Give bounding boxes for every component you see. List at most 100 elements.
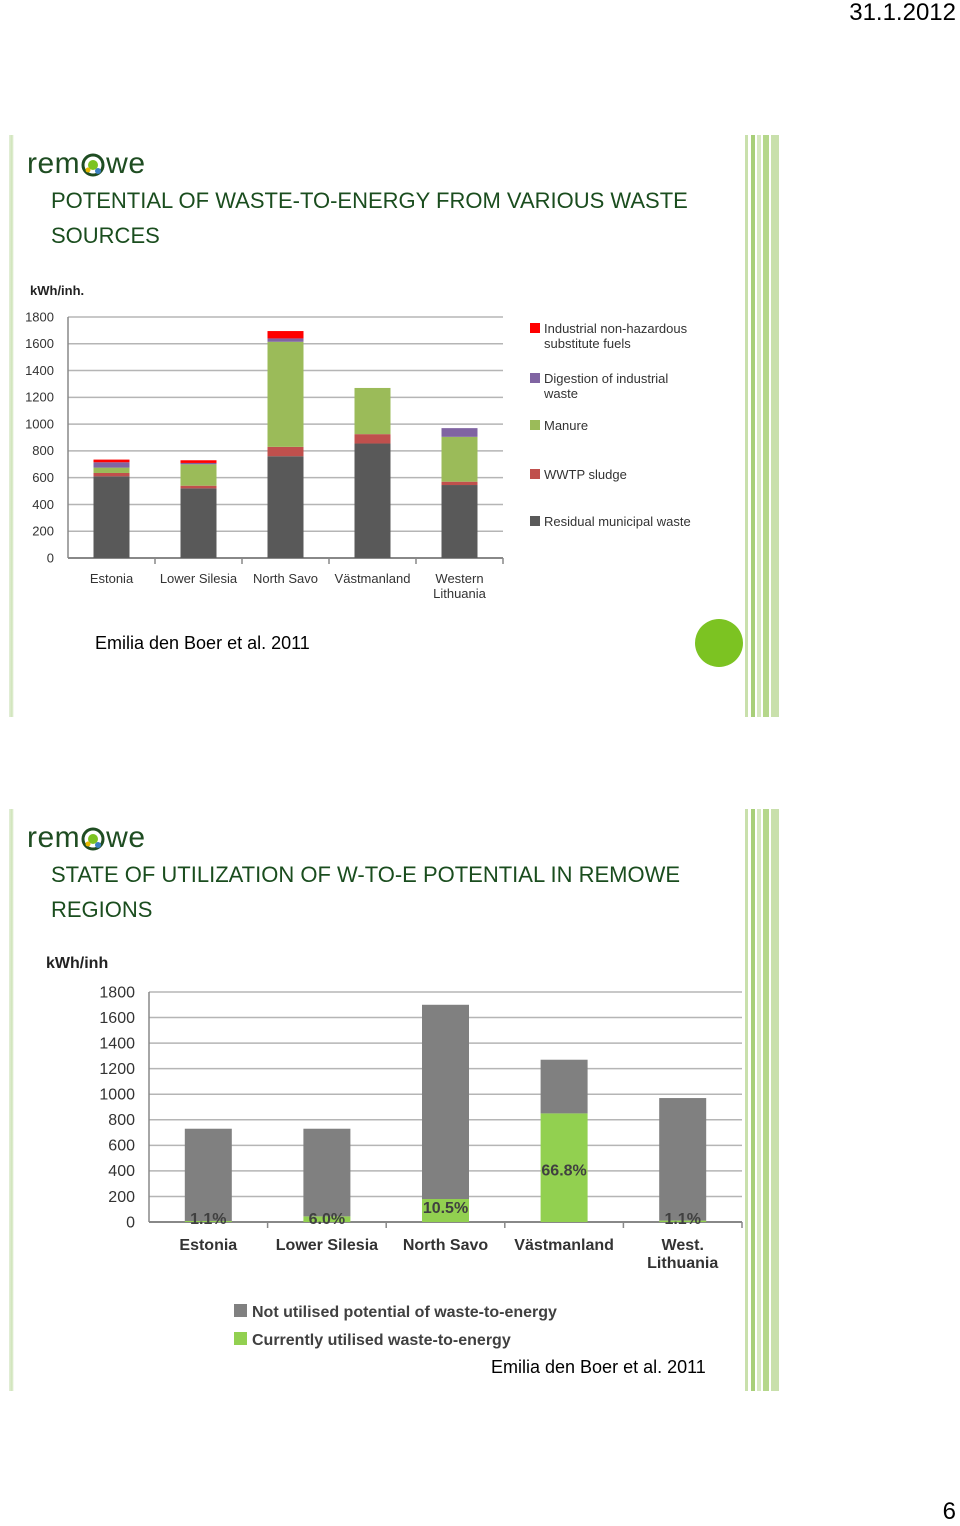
y-tick-label: 1600 [25, 336, 54, 351]
slide-1-credit: Emilia den Boer et al. 2011 [95, 633, 310, 653]
y-tick-label: 1000 [99, 1087, 135, 1104]
y-axis-label: kWh/inh [46, 955, 108, 972]
y-tick-label: 600 [32, 470, 54, 485]
y-tick-label: 1800 [25, 309, 54, 324]
remowe-logo: rem we [27, 821, 146, 854]
x-tick-label: West. Lithuania [647, 1237, 718, 1272]
bar-segment [441, 481, 478, 486]
y-tick-label: 1000 [25, 416, 54, 431]
bar-segment [659, 1220, 707, 1222]
logo-globe-icon [81, 827, 105, 851]
chart-1: kWh/inh. 0 200 400 600 800 1000 1200 1400 1600 180… [25, 283, 691, 601]
y-tick-label: 1400 [25, 363, 54, 378]
bar-segment [441, 485, 478, 558]
bar-segment [184, 1220, 232, 1222]
logo-globe-icon [81, 153, 105, 177]
legend-label: Manure [544, 418, 588, 433]
bar-segment [422, 1199, 469, 1222]
data-label: 6.0% [309, 1211, 345, 1228]
bar-segment [180, 488, 217, 558]
bar-segment [441, 436, 478, 482]
data-label: 1.1% [190, 1211, 226, 1228]
x-tick-label: Västmanland [335, 571, 411, 586]
legend-swatch [234, 1332, 247, 1345]
slide-1-title: Potential of Waste-to-Energy from variou… [51, 188, 688, 248]
bar-segment [422, 1004, 469, 1199]
bar-segment [93, 467, 130, 473]
bar-segment [93, 476, 130, 558]
x-tick-label: North Savo [403, 1237, 489, 1254]
y-tick-label: 400 [32, 497, 54, 512]
slide-2-credit: Emilia den Boer et al. 2011 [491, 1357, 706, 1377]
bar-segment [267, 341, 304, 447]
x-tick-label: Estonia [179, 1237, 237, 1254]
bar-segment [180, 462, 217, 465]
bar-segment [93, 459, 130, 463]
slide-left-accent [9, 135, 14, 717]
legend-swatch [530, 469, 540, 479]
bar-segment [267, 456, 304, 558]
slide-left-accent [9, 809, 14, 1391]
bar-segment [354, 434, 391, 444]
bar-segment [93, 472, 130, 477]
bar-segment [180, 464, 217, 486]
legend-label: Residual municipal waste [544, 514, 691, 529]
slide-right-stripes [743, 809, 779, 1391]
bar-segment [184, 1128, 232, 1221]
slide-right-stripes [743, 135, 779, 717]
legend-label: Not utilised potential of waste-to-energ… [252, 1304, 557, 1321]
bar-segment [93, 462, 130, 468]
y-tick-label: 1200 [99, 1061, 135, 1078]
y-tick-label: 800 [32, 443, 54, 458]
y-tick-label: 0 [126, 1214, 135, 1231]
bar-segment [540, 1113, 588, 1222]
slide-1: rem we Potential of Waste-to-Energy from … [9, 135, 779, 717]
legend-label: Industrial non-hazardous substitute fuels [544, 321, 688, 351]
y-tick-label: 600 [108, 1138, 135, 1155]
bar-segment [267, 338, 304, 342]
bar-segment [180, 460, 217, 463]
slide-2: rem we State of utilization of W-to-E pot… [9, 809, 779, 1391]
page-number: 6 [942, 1498, 956, 1525]
y-tick-label: 800 [108, 1112, 135, 1129]
y-tick-label: 1400 [99, 1035, 135, 1052]
x-tick-label: North Savo [253, 571, 318, 586]
legend-label: Digestion of industrial waste [543, 371, 668, 401]
x-tick-label: Western Lithuania [433, 571, 487, 601]
legend-label: WWTP sludge [544, 467, 627, 482]
legend-swatch [234, 1304, 247, 1317]
y-tick-label: 1600 [99, 1010, 135, 1027]
y-tick-label: 0 [47, 550, 54, 565]
x-tick-label: Estonia [90, 571, 134, 586]
page-date: 31.1.2012 [849, 0, 956, 26]
chart-2: kWh/inh 0 200 400 600 800 1000 1200 1400 1600 1800… [46, 955, 743, 1349]
bar-segment [441, 428, 478, 437]
slide-2-title: State of utilization of W-to-E potential… [51, 862, 681, 922]
remowe-logo: rem we [27, 147, 146, 180]
legend-label: Currently utilised waste-to-energy [252, 1332, 511, 1349]
x-tick-label: Västmanland [514, 1237, 614, 1254]
y-tick-label: 200 [32, 524, 54, 539]
data-label: 10.5% [423, 1200, 468, 1217]
y-tick-label: 1800 [99, 984, 135, 1001]
x-tick-label: Lower Silesia [276, 1237, 378, 1254]
bar-segment [659, 1098, 707, 1221]
y-tick-label: 200 [108, 1189, 135, 1206]
bar-segment [303, 1216, 351, 1222]
bar-segment [540, 1059, 588, 1114]
bar-segment [180, 485, 217, 489]
bar-segment [267, 446, 304, 457]
bar-segment [303, 1128, 351, 1217]
green-dot-decoration [695, 619, 743, 667]
bar-segment [354, 443, 391, 558]
bar-segment [354, 387, 391, 435]
bar-segment [267, 331, 304, 339]
legend-swatch [530, 373, 540, 383]
legend-swatch [530, 323, 540, 333]
data-label: 66.8% [541, 1162, 586, 1179]
data-label: 1.1% [664, 1211, 700, 1228]
y-tick-label: 400 [108, 1163, 135, 1180]
x-tick-label: Lower Silesia [160, 571, 238, 586]
legend-swatch [530, 516, 540, 526]
legend-swatch [530, 420, 540, 430]
